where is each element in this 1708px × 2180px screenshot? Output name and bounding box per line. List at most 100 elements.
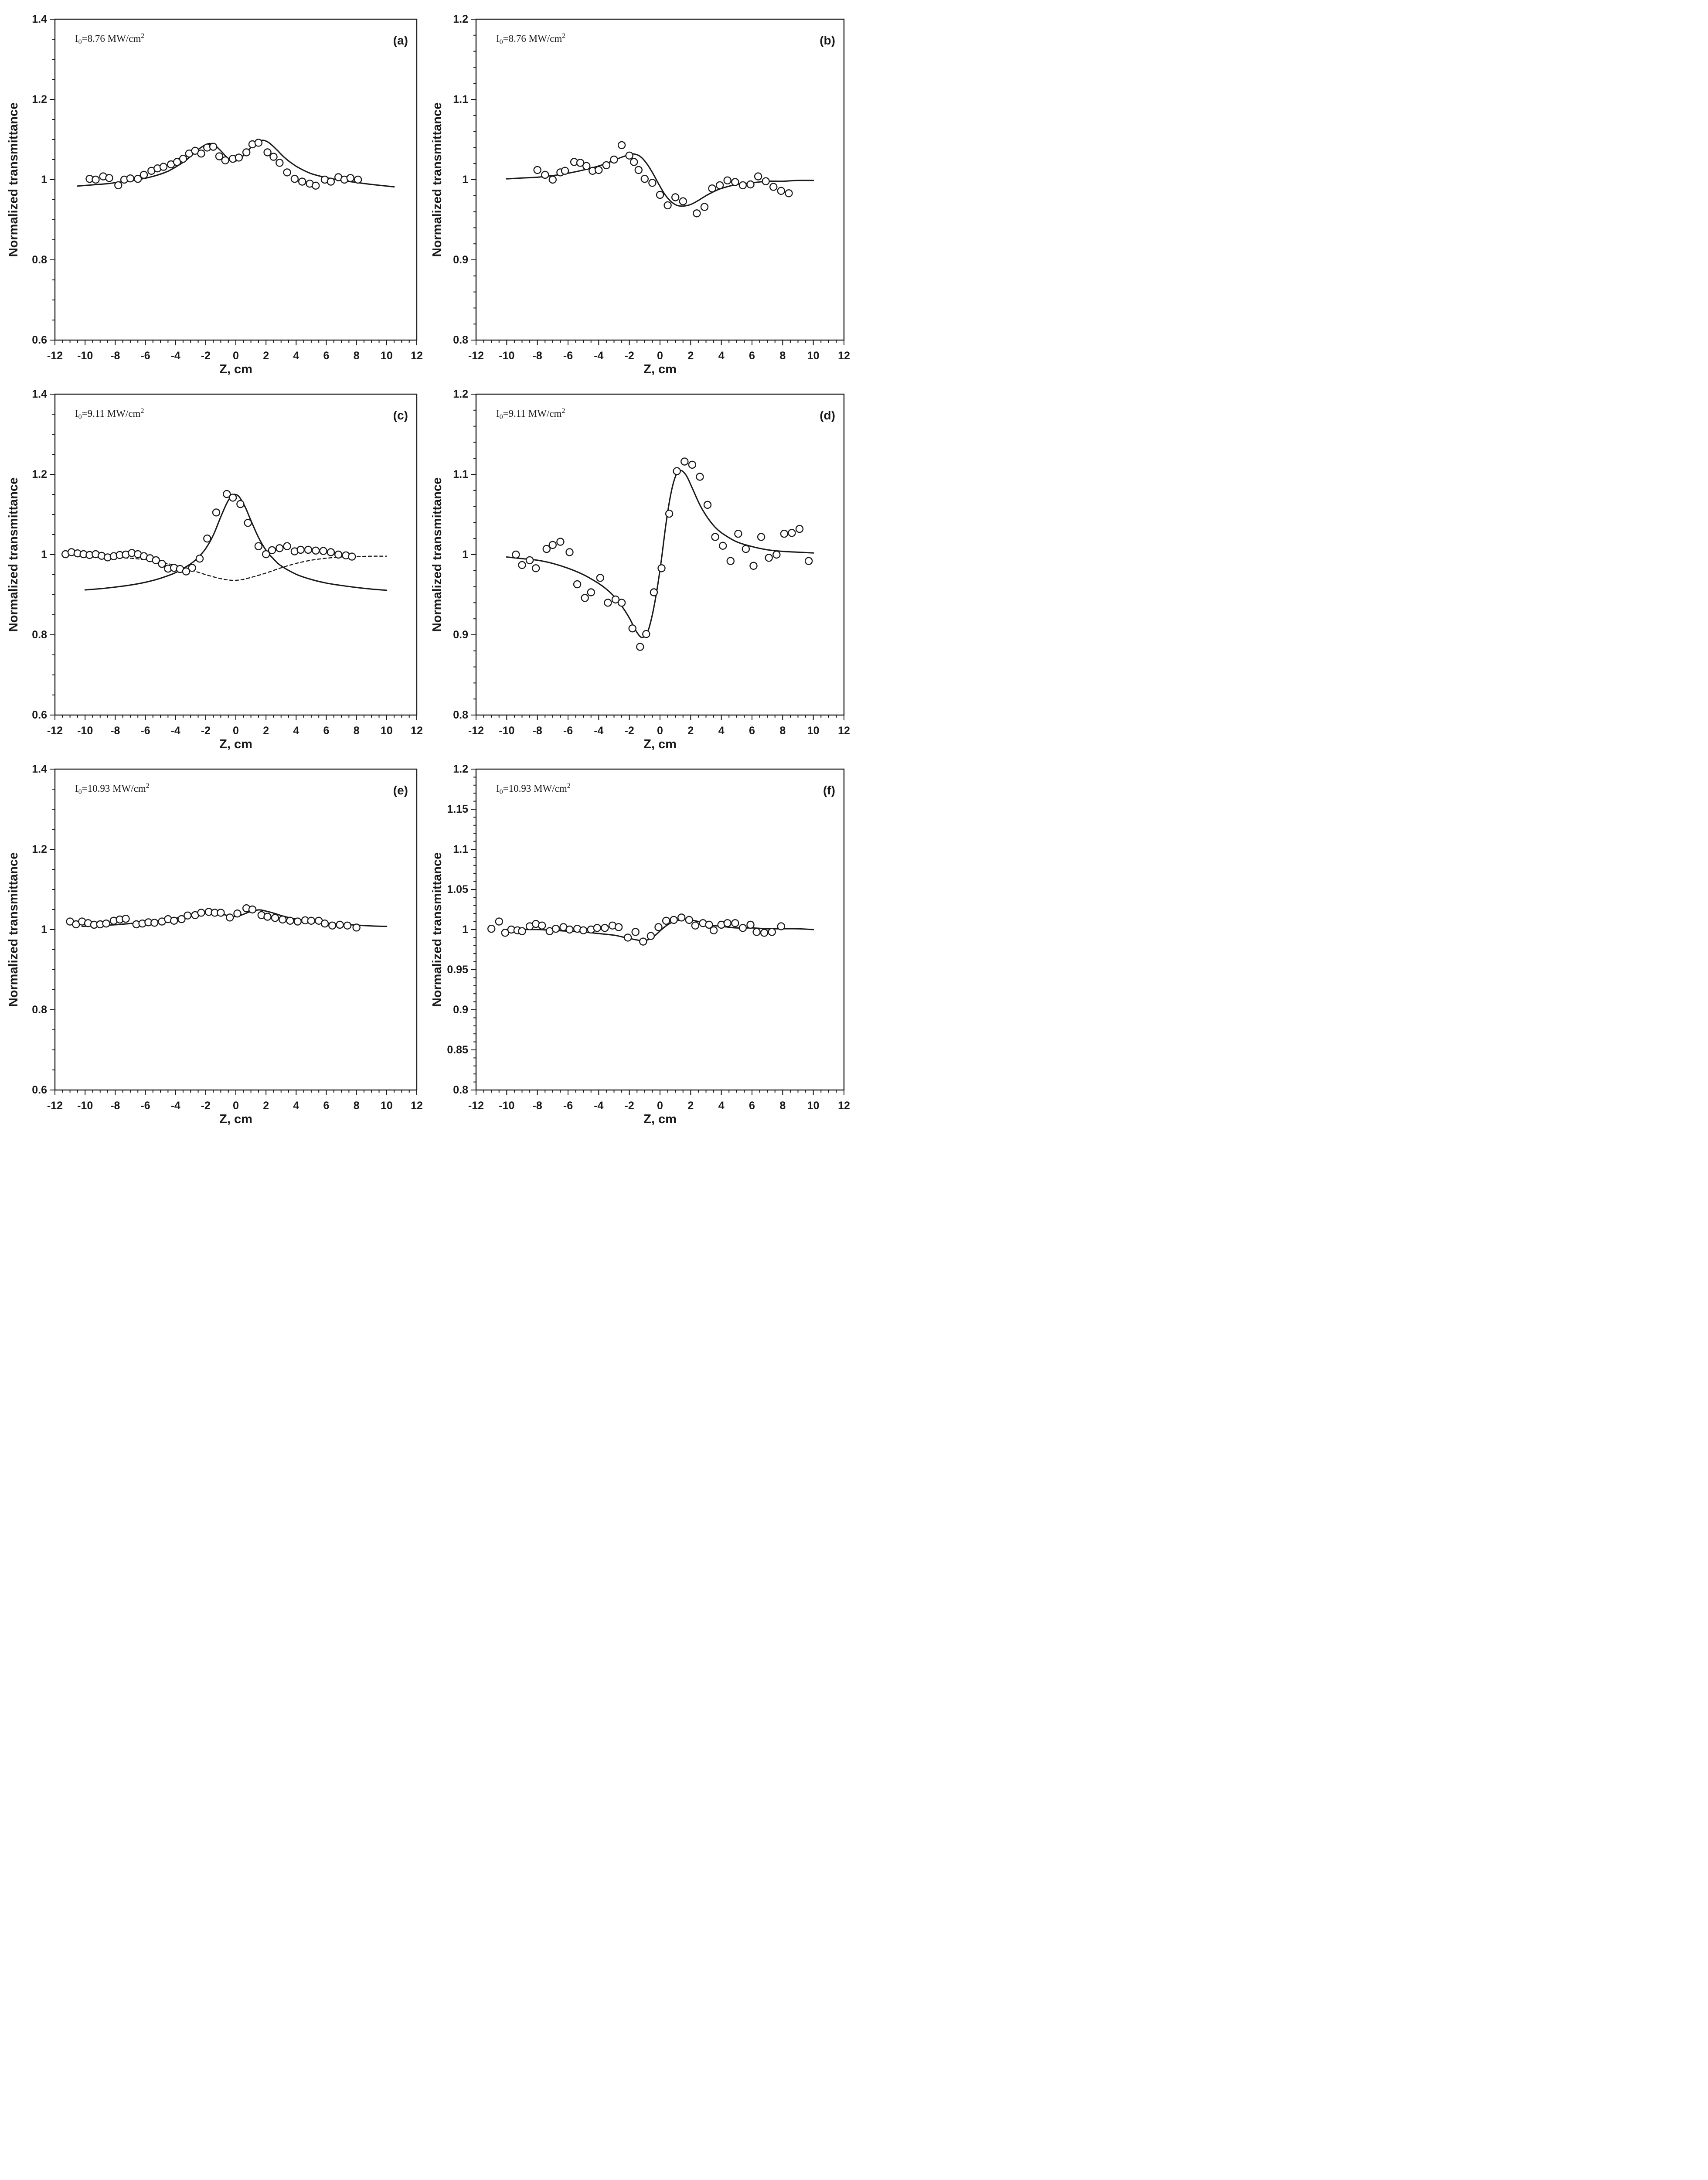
- data-point-open-circle: [662, 916, 670, 925]
- x-tick-label: -10: [499, 1100, 514, 1112]
- x-tick-label: 2: [263, 725, 269, 737]
- x-tick-label: -4: [171, 350, 180, 362]
- fit-curve: [84, 494, 388, 591]
- x-tick-label: 4: [718, 1100, 725, 1112]
- data-point-open-circle: [348, 552, 356, 561]
- x-tick-label: 8: [779, 350, 786, 362]
- data-point-open-circle: [780, 530, 789, 538]
- x-tick-label: 10: [807, 725, 820, 737]
- x-tick-label: -2: [625, 350, 634, 362]
- data-point-open-circle: [276, 544, 284, 552]
- fit-curve: [506, 470, 814, 638]
- x-tick-label: 4: [293, 350, 299, 362]
- data-point-open-circle: [634, 166, 643, 174]
- data-point-open-circle: [209, 143, 218, 151]
- y-axis-title: Normalized transmittance: [7, 102, 20, 257]
- scatter-series: [66, 904, 361, 932]
- y-tick-label: 0.8: [453, 709, 468, 721]
- x-tick-label: 12: [411, 350, 423, 362]
- data-point-open-circle: [595, 166, 603, 174]
- x-tick-label: -4: [594, 1100, 603, 1112]
- y-tick-label: 1.2: [32, 93, 47, 106]
- x-tick-label: 8: [354, 1100, 360, 1112]
- intensity-annotation-part: =8.76 MW/cm: [82, 33, 141, 44]
- x-axis-title: Z, cm: [643, 362, 677, 375]
- x-tick-label: -4: [171, 1100, 180, 1112]
- data-point-open-circle: [604, 599, 612, 607]
- data-point-open-circle: [533, 166, 541, 174]
- data-point-open-circle: [495, 917, 504, 926]
- y-tick-label: 0.6: [32, 1084, 47, 1096]
- x-tick-label: 0: [233, 1100, 239, 1112]
- intensity-annotation-part: 0: [78, 788, 82, 796]
- x-tick-label: 8: [354, 725, 360, 737]
- x-tick-label: 6: [749, 350, 755, 362]
- data-point-open-circle: [723, 176, 732, 184]
- intensity-annotation-part: 0: [500, 413, 503, 421]
- intensity-annotation-part: 2: [561, 407, 565, 415]
- y-tick-label: 1.05: [447, 883, 468, 896]
- data-point-open-circle: [611, 595, 620, 604]
- intensity-annotation-part: 2: [567, 782, 571, 790]
- data-point-open-circle: [233, 909, 242, 918]
- data-point-open-circle: [188, 564, 196, 572]
- data-point-open-circle: [648, 179, 657, 187]
- intensity-annotation-part: 0: [78, 413, 82, 421]
- y-axis-title: Normalized transmittance: [430, 477, 444, 632]
- zscan-figure-grid: -12 -10 -8 -6 -4 -2 0 2 4 6 8 10 12 0.6 0.8 1 1.2 1.4 Z, c…: [0, 0, 854, 1125]
- data-point-open-circle: [746, 920, 755, 929]
- data-point-open-circle: [630, 158, 638, 166]
- data-point-open-circle: [215, 152, 224, 160]
- y-tick-label: 1.2: [32, 843, 47, 855]
- data-point-open-circle: [804, 557, 813, 565]
- x-tick-label: -6: [563, 1100, 573, 1112]
- y-tick-label: 1.4: [32, 13, 47, 25]
- data-point-open-circle: [642, 630, 650, 638]
- y-tick-label: 1.2: [453, 763, 468, 775]
- x-tick-label: 10: [381, 725, 393, 737]
- y-axis-title: Normalized transmittance: [7, 477, 20, 632]
- x-tick-label: -6: [140, 725, 150, 737]
- intensity-annotation-part: I: [75, 33, 78, 44]
- data-point-open-circle: [709, 926, 718, 934]
- x-tick-label: -2: [201, 1100, 211, 1112]
- data-point-open-circle: [696, 473, 704, 481]
- data-point-open-circle: [197, 909, 205, 917]
- data-point-open-circle: [542, 545, 551, 553]
- intensity-annotation-part: =9.11 MW/cm: [82, 408, 141, 419]
- data-point-open-circle: [738, 924, 747, 932]
- data-point-open-circle: [217, 909, 225, 917]
- x-tick-label: -2: [625, 725, 634, 737]
- x-tick-label: 10: [381, 350, 393, 362]
- x-tick-label: 4: [718, 350, 725, 362]
- x-tick-label: -10: [77, 1100, 93, 1112]
- x-tick-label: -8: [110, 725, 120, 737]
- data-point-open-circle: [723, 919, 732, 927]
- intensity-annotation-part: 0: [78, 38, 82, 46]
- x-tick-label: 8: [779, 1100, 786, 1112]
- y-tick-label: 0.85: [447, 1044, 468, 1056]
- intensity-annotation: I0=8.76 MW/cm2: [496, 32, 565, 46]
- data-point-open-circle: [579, 926, 588, 934]
- intensity-annotation-part: =10.93 MW/cm: [82, 783, 146, 794]
- data-point-open-circle: [226, 913, 234, 922]
- data-point-open-circle: [518, 561, 526, 569]
- y-tick-label: 1: [41, 923, 47, 936]
- x-tick-label: 2: [687, 350, 694, 362]
- y-tick-label: 1: [462, 923, 468, 936]
- x-tick-label: -4: [594, 725, 603, 737]
- data-point-open-circle: [212, 508, 221, 517]
- x-tick-label: 6: [749, 1100, 755, 1112]
- panel-b-chart: -12 -10 -8 -6 -4 -2 0 2 4 6 8 10 12 0.8 0.9 1 1.1 1.2 Z, c…: [427, 0, 854, 375]
- data-point-open-circle: [556, 538, 565, 546]
- data-point-open-circle: [650, 588, 658, 596]
- x-axis-title: Z, cm: [643, 737, 677, 750]
- data-point-open-circle: [286, 916, 294, 925]
- x-tick-label: 6: [749, 725, 755, 737]
- x-tick-label: 0: [233, 350, 239, 362]
- data-point-open-circle: [765, 554, 773, 562]
- x-tick-label: -6: [563, 725, 573, 737]
- x-tick-label: 4: [293, 1100, 299, 1112]
- x-tick-label: 0: [657, 1100, 663, 1112]
- scatter-series: [61, 490, 356, 576]
